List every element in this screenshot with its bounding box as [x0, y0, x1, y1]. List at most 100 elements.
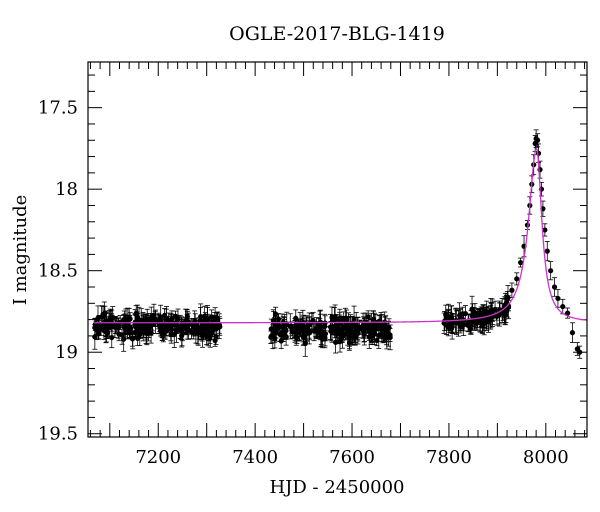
data-point: [351, 316, 357, 322]
x-tick-label: 7600: [329, 447, 375, 468]
data-point: [136, 317, 142, 323]
data-point: [560, 303, 566, 310]
plot-frame: [87, 61, 588, 438]
data-point: [534, 137, 541, 143]
data-point: [496, 311, 502, 318]
data-point: [484, 316, 490, 322]
data-point: [365, 314, 371, 320]
data-point: [158, 328, 164, 334]
data-point: [569, 330, 576, 336]
data-point: [143, 330, 149, 336]
axis-ticks: [88, 62, 587, 437]
data-point: [101, 311, 107, 317]
data-point: [489, 308, 495, 314]
data-point: [362, 323, 368, 329]
data-point: [535, 150, 542, 156]
data-points: [92, 129, 583, 359]
data-point: [565, 310, 571, 316]
data-point: [461, 321, 467, 327]
data-point: [339, 333, 346, 340]
data-point: [317, 324, 323, 330]
data-point: [548, 268, 554, 274]
data-point: [345, 330, 351, 337]
y-tick-label: 19: [55, 342, 78, 363]
data-point: [319, 336, 326, 342]
data-point: [182, 322, 188, 329]
data-point: [156, 317, 162, 324]
data-point: [273, 328, 279, 335]
data-point: [115, 323, 122, 329]
data-point: [272, 311, 279, 317]
data-point: [347, 324, 353, 330]
data-point: [555, 295, 561, 302]
data-point: [129, 336, 136, 342]
data-point: [376, 332, 382, 339]
data-point: [168, 325, 174, 332]
chart-title: OGLE-2017-BLG-1419: [229, 23, 445, 45]
data-point: [544, 248, 550, 254]
data-point: [329, 329, 335, 335]
model-curve: [94, 147, 588, 324]
data-point: [214, 315, 220, 321]
data-point: [310, 317, 316, 323]
data-point: [542, 227, 548, 233]
data-point: [300, 323, 306, 329]
data-point: [380, 333, 386, 339]
data-point: [126, 317, 132, 323]
y-axis-label: I magnitude: [10, 195, 31, 306]
x-axis-label: HJD - 2450000: [269, 477, 404, 498]
data-point: [107, 315, 113, 322]
data-point: [376, 318, 382, 324]
data-point: [93, 327, 100, 333]
data-point: [147, 322, 154, 328]
data-point: [350, 330, 356, 336]
data-point: [342, 325, 349, 332]
data-point: [441, 320, 447, 326]
x-tick-label: 7400: [232, 447, 278, 468]
data-point: [462, 310, 469, 317]
y-tick-label: 18.5: [38, 261, 78, 282]
data-point: [337, 339, 343, 345]
data-point: [148, 330, 154, 336]
x-tick-label: 7800: [426, 447, 472, 468]
data-point: [292, 326, 298, 333]
data-point: [331, 324, 338, 330]
data-point: [128, 329, 134, 336]
data-point: [127, 325, 133, 331]
y-tick-label: 18: [55, 179, 78, 200]
data-point: [282, 326, 288, 332]
data-point: [577, 349, 583, 355]
data-point: [448, 313, 454, 319]
data-point: [192, 323, 198, 330]
data-point: [322, 331, 329, 337]
data-point: [105, 330, 111, 336]
data-point: [505, 295, 511, 301]
data-point: [334, 329, 340, 335]
data-point: [502, 308, 508, 315]
data-point: [518, 259, 524, 266]
tick-labels: 7200 7400 7600 7800 8000 17.5 18 18.5 19 19.5: [38, 98, 569, 468]
x-tick-label: 7200: [135, 447, 181, 468]
data-point: [296, 329, 302, 335]
data-point: [205, 333, 211, 339]
x-tick-label: 8000: [523, 447, 569, 468]
data-point: [171, 331, 177, 338]
data-point: [509, 287, 515, 293]
data-point: [481, 320, 487, 327]
data-point: [173, 327, 180, 334]
data-point: [275, 316, 282, 322]
data-point: [179, 330, 186, 337]
data-point: [116, 331, 122, 337]
data-point: [109, 322, 115, 329]
data-point: [343, 315, 350, 322]
y-tick-label: 19.5: [38, 424, 78, 445]
data-point: [122, 326, 128, 332]
data-point: [386, 325, 392, 331]
data-point: [208, 322, 214, 328]
data-point: [356, 324, 362, 330]
data-point: [374, 337, 380, 344]
data-point: [199, 333, 205, 339]
data-point: [137, 325, 143, 331]
data-point: [101, 327, 107, 334]
